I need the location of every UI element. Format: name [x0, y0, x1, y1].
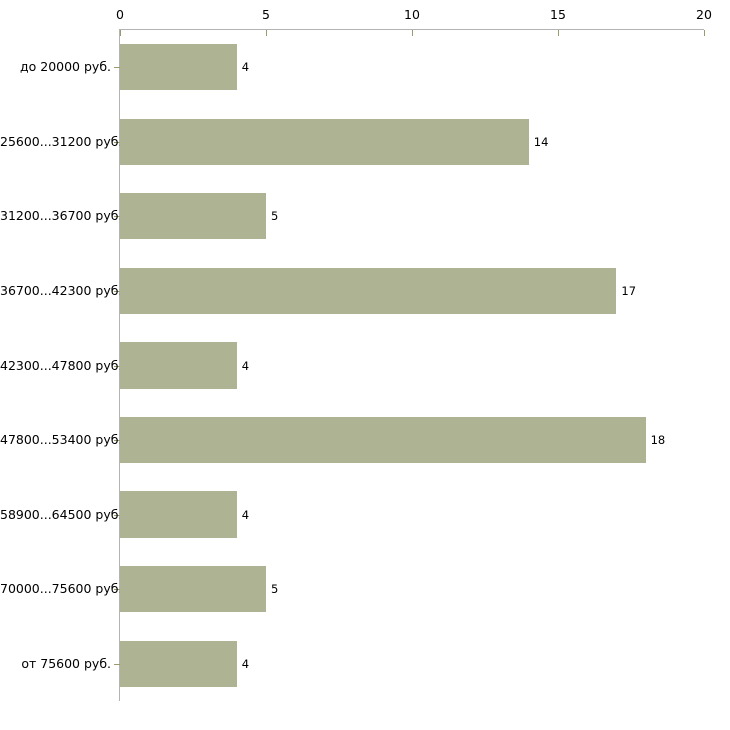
- category-label: 47800...53400 руб.: [0, 432, 123, 448]
- y-axis-tick: [114, 291, 120, 292]
- bar[interactable]: [120, 118, 529, 165]
- bar-value-label: 5: [271, 582, 279, 597]
- x-axis-tick-label: 20: [696, 7, 712, 22]
- bar-value-label: 4: [241, 60, 250, 75]
- x-axis-tick: [120, 30, 121, 36]
- x-axis-tick: [704, 30, 705, 36]
- category-label: 42300...47800 руб.: [0, 357, 123, 373]
- bar-value-label: 18: [650, 433, 666, 448]
- x-axis-tick: [558, 30, 559, 36]
- bar-value-label: 4: [241, 507, 250, 522]
- y-axis-tick: [114, 664, 120, 665]
- bar[interactable]: [120, 491, 237, 538]
- bar[interactable]: [120, 566, 266, 613]
- category-label: 70000...75600 руб.: [0, 581, 123, 597]
- x-axis-tick: [266, 30, 267, 36]
- x-axis-tick-label: 10: [404, 7, 420, 22]
- bar[interactable]: [120, 640, 237, 687]
- y-axis-tick: [114, 216, 120, 217]
- bar-value-label: 4: [241, 656, 250, 671]
- bar-value-label: 14: [533, 134, 549, 149]
- y-axis-tick: [114, 515, 120, 516]
- x-axis-tick-label: 5: [262, 7, 270, 22]
- y-axis-line: [119, 29, 120, 701]
- bar[interactable]: [120, 342, 237, 389]
- category-label: 58900...64500 руб.: [0, 506, 123, 522]
- bar[interactable]: [120, 44, 237, 91]
- x-axis-tick-label: 0: [116, 7, 124, 22]
- x-axis-tick-label: 15: [550, 7, 566, 22]
- x-axis-line: [120, 29, 704, 30]
- category-label: 36700...42300 руб.: [0, 282, 123, 298]
- bar-value-label: 5: [271, 209, 279, 224]
- bar[interactable]: [120, 416, 646, 464]
- y-axis-tick: [114, 142, 120, 143]
- category-label: 31200...36700 руб.: [0, 208, 123, 224]
- x-axis-tick: [412, 30, 413, 36]
- y-axis-tick: [114, 366, 120, 367]
- bar[interactable]: [120, 267, 617, 315]
- bar[interactable]: [120, 193, 266, 240]
- y-axis-tick: [114, 589, 120, 590]
- category-label: 25600...31200 руб.: [0, 133, 123, 149]
- y-axis-tick: [114, 440, 120, 441]
- category-label: до 20000 руб.: [19, 59, 111, 75]
- bar-value-label: 4: [241, 358, 250, 373]
- category-label: от 75600 руб.: [21, 655, 111, 671]
- bar-value-label: 17: [621, 283, 637, 298]
- y-axis-tick: [114, 67, 120, 68]
